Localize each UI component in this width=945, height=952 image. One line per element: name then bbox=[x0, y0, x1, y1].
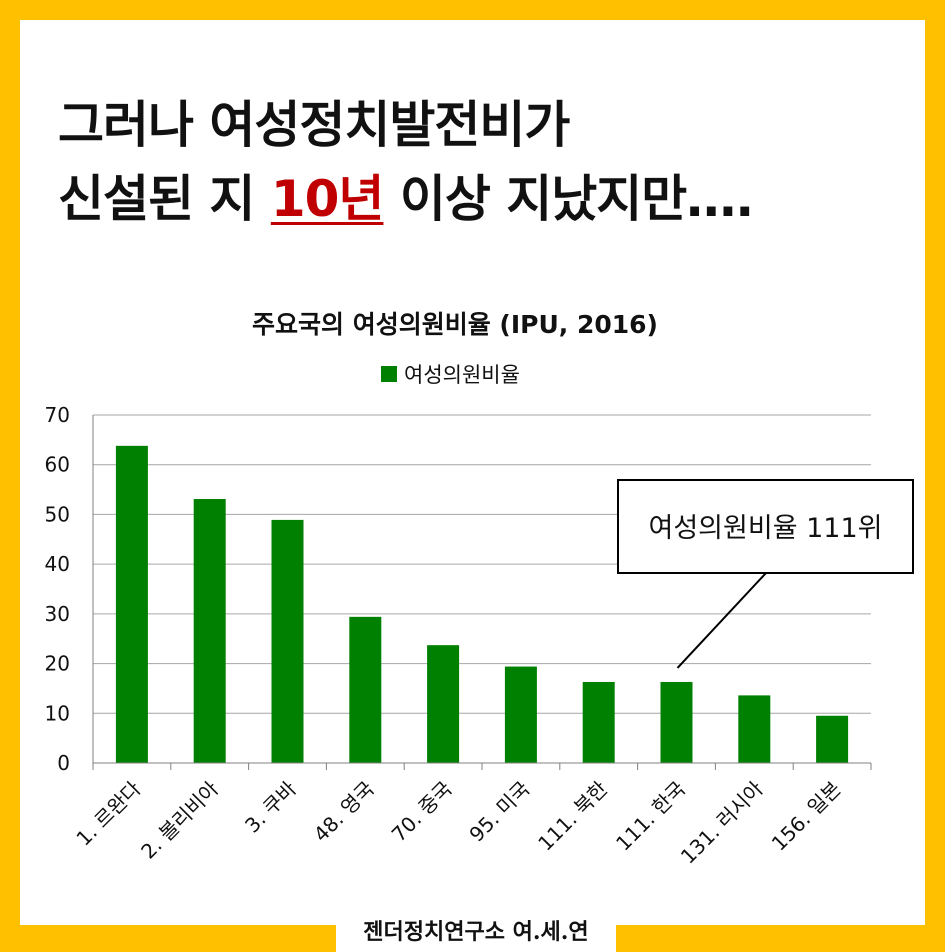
bar-7 bbox=[660, 681, 693, 763]
y-axis-ticks: 0 10 20 30 40 50 60 70 bbox=[45, 403, 70, 775]
x-tick-label: 70. 중국 bbox=[387, 777, 457, 847]
y-tick-label: 0 bbox=[57, 751, 70, 775]
headline-highlight: 10년 bbox=[270, 170, 385, 228]
bar-3 bbox=[349, 616, 382, 763]
annotation-text: 여성의원비율 111위 bbox=[649, 513, 883, 544]
chart-title: 주요국의 여성의원비율 (IPU, 2016) bbox=[252, 310, 658, 339]
y-tick-label: 70 bbox=[45, 403, 70, 427]
legend: 여성의원비율 bbox=[381, 363, 520, 387]
legend-label: 여성의원비율 bbox=[404, 363, 520, 387]
bars bbox=[115, 445, 849, 763]
annotation-box bbox=[617, 479, 914, 574]
footer-credit: 젠더정치연구소 여.세.연 bbox=[336, 912, 616, 952]
bar-6 bbox=[582, 681, 615, 763]
x-tick-label: 95. 미국 bbox=[464, 777, 534, 847]
bar-1 bbox=[193, 499, 226, 763]
annotation-callout: 여성의원비율 111위 bbox=[617, 479, 914, 669]
bar-0 bbox=[115, 445, 148, 763]
y-tick-label: 50 bbox=[45, 502, 70, 526]
bar-5 bbox=[504, 666, 537, 763]
bar-2 bbox=[271, 519, 304, 763]
bar-4 bbox=[427, 645, 460, 763]
headline: 그러나 여성정치발전비가 신설된 지 10년 이상 지났지만…. bbox=[58, 88, 754, 236]
card-background bbox=[20, 20, 925, 925]
headline-line-1: 그러나 여성정치발전비가 bbox=[58, 96, 570, 154]
y-tick-label: 40 bbox=[45, 552, 70, 576]
x-tick-label: 2. 볼리비아 bbox=[136, 777, 223, 864]
y-tick-label: 10 bbox=[45, 701, 70, 725]
headline-line-2-start: 신설된 지 bbox=[58, 170, 271, 228]
x-tick-label: 156. 일본 bbox=[767, 777, 846, 856]
y-tick-label: 30 bbox=[45, 602, 70, 626]
legend-swatch bbox=[381, 366, 397, 382]
y-tick-label: 60 bbox=[45, 453, 70, 477]
x-tick-label: 3. 쿠바 bbox=[240, 777, 301, 838]
x-tick-label: 1. 르완다 bbox=[71, 777, 145, 851]
headline-line-2-end: 이상 지났지만…. bbox=[383, 170, 754, 228]
x-tick-label: 48. 영국 bbox=[309, 777, 379, 847]
bar-9 bbox=[816, 715, 849, 763]
x-tick-label: 131. 러시아 bbox=[676, 777, 768, 869]
x-tick-label: 111. 북한 bbox=[533, 777, 612, 856]
annotation-leader-line bbox=[676, 572, 767, 669]
x-tick-label: 111. 한국 bbox=[611, 777, 690, 856]
y-tick-label: 20 bbox=[45, 652, 70, 676]
bar-8 bbox=[738, 695, 771, 763]
